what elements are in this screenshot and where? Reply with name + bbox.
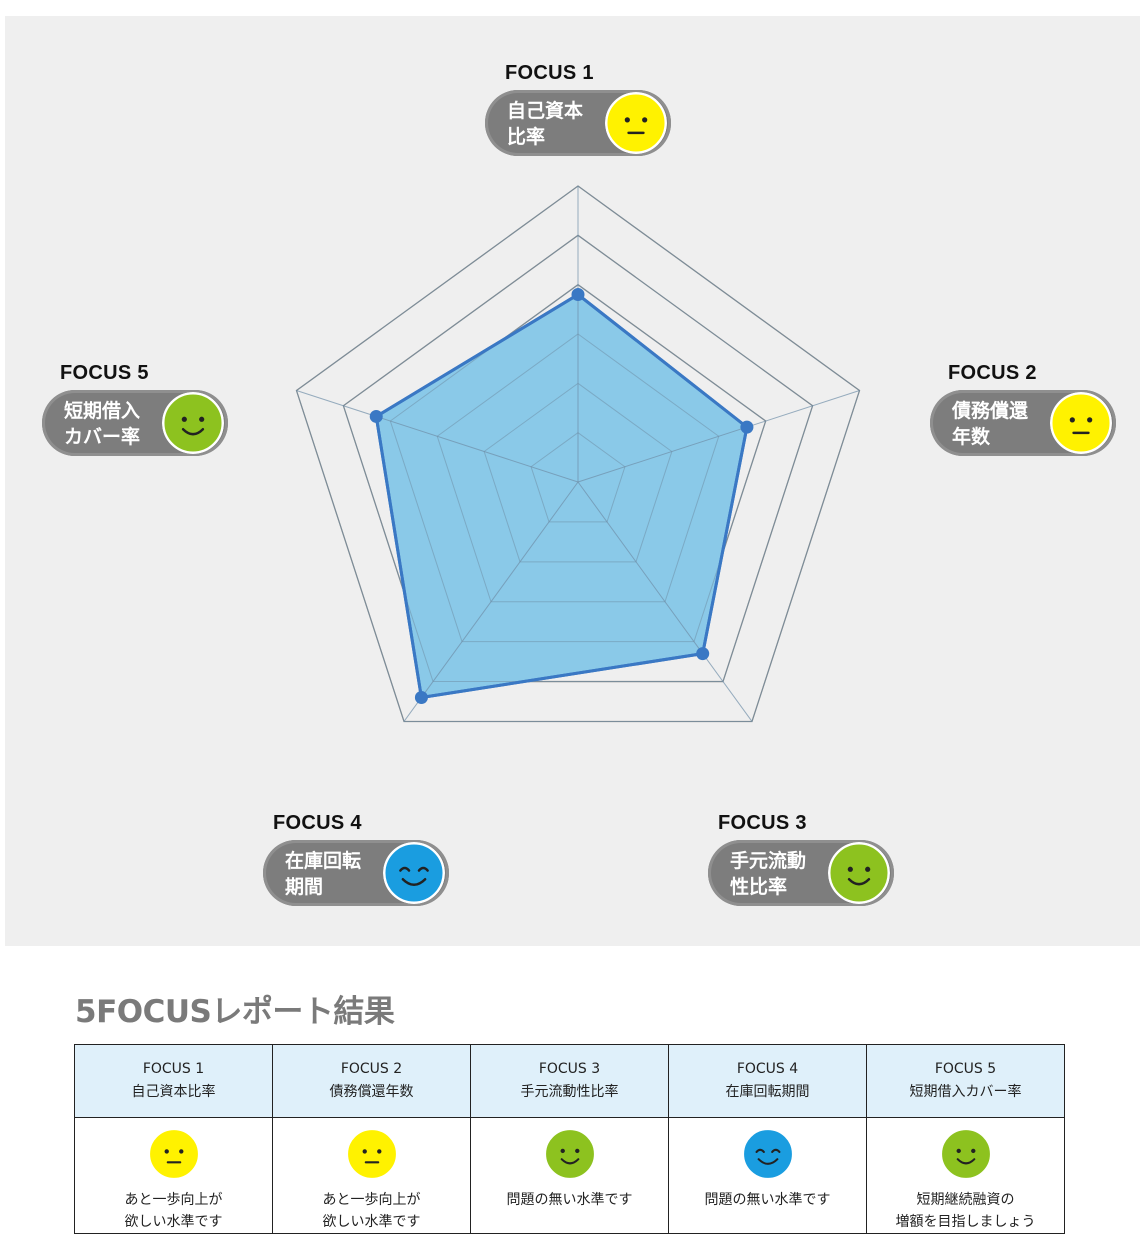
radar-grid-ring-overlay bbox=[342, 234, 814, 683]
smile-face-icon bbox=[543, 1128, 596, 1180]
report-comment: 問題の無い水準です bbox=[471, 1189, 668, 1211]
focus-5-label-line-2: カバー率 bbox=[64, 426, 141, 448]
happy-face-icon bbox=[383, 842, 445, 904]
focus-5-title: FOCUS 5 bbox=[60, 362, 149, 384]
report-comment-line: 増額を目指しましょう bbox=[895, 1214, 1036, 1230]
report-result-focus-1: あと一歩向上が 欲しい水準です bbox=[74, 1117, 273, 1234]
report-comment: あと一歩向上が 欲しい水準です bbox=[273, 1189, 470, 1233]
report-focus-name: 手元流動性比率 bbox=[520, 1084, 619, 1100]
report-header-focus-5: FOCUS 5 短期借入カバー率 bbox=[866, 1044, 1065, 1118]
report-comment: 問題の無い水準です bbox=[669, 1189, 866, 1211]
report-title: 5FOCUSレポート結果 bbox=[75, 994, 395, 1030]
radar-spoke bbox=[296, 390, 579, 483]
radar-grid-ring-overlay bbox=[436, 333, 720, 603]
neutral-face-icon bbox=[1050, 392, 1112, 454]
focus-3-label-line-2: 性比率 bbox=[730, 876, 788, 898]
focus-4-label-line-1: 在庫回転 bbox=[285, 850, 362, 872]
focus-1-label-line-2: 比率 bbox=[507, 126, 546, 148]
report-header-focus-4: FOCUS 4 在庫回転期間 bbox=[668, 1044, 867, 1118]
smile-face-icon bbox=[162, 392, 224, 454]
smile-face-icon bbox=[939, 1128, 992, 1180]
focus-2-label-line-1: 債務償還 bbox=[952, 400, 1029, 422]
radar-data-point bbox=[571, 288, 585, 302]
focus-5-label-line-1: 短期借入 bbox=[64, 400, 141, 422]
report-result-focus-3: 問題の無い水準です bbox=[470, 1117, 669, 1234]
radar-grid-ring-overlay bbox=[295, 185, 861, 722]
focus-3-label-line-1: 手元流動 bbox=[730, 850, 807, 872]
radar-spoke bbox=[577, 390, 860, 483]
report-result-focus-5: 短期継続融資の 増額を目指しましょう bbox=[866, 1117, 1065, 1234]
report-focus-number: FOCUS 1 bbox=[142, 1061, 205, 1077]
radar-data-outline bbox=[374, 293, 749, 700]
report-focus-name: 在庫回転期間 bbox=[725, 1084, 810, 1100]
report-table: FOCUS 1 自己資本比率 FOCUS 2 債務償還年数 FOCUS 3 手元流動性… bbox=[74, 1044, 1065, 1234]
report-header-row: FOCUS 1 自己資本比率 FOCUS 2 債務償還年数 FOCUS 3 手元流動性… bbox=[74, 1044, 1065, 1118]
radar-data-point bbox=[740, 420, 754, 434]
neutral-face-icon bbox=[345, 1128, 398, 1180]
report-header-focus-1: FOCUS 1 自己資本比率 bbox=[74, 1044, 273, 1118]
focus-2-label-line-2: 年数 bbox=[952, 426, 991, 448]
radar-chart bbox=[295, 185, 861, 723]
focus-2-pill-label: 債務償還 年数 bbox=[952, 398, 1052, 450]
neutral-face-icon bbox=[605, 92, 667, 154]
report-comment-line: 短期継続融資の bbox=[916, 1192, 1015, 1208]
report-comment: あと一歩向上が 欲しい水準です bbox=[75, 1189, 272, 1233]
radar-data-point bbox=[414, 691, 428, 705]
focus-4-pill: 在庫回転 期間 bbox=[263, 840, 449, 906]
radar-spoke bbox=[577, 481, 753, 722]
report-comment-line: 欲しい水準です bbox=[124, 1214, 223, 1230]
focus-2-title: FOCUS 2 bbox=[948, 362, 1037, 384]
report-focus-number: FOCUS 4 bbox=[736, 1061, 799, 1077]
radar-spoke bbox=[403, 481, 579, 722]
radar-data-point bbox=[369, 409, 383, 423]
report-result-focus-2: あと一歩向上が 欲しい水準です bbox=[272, 1117, 471, 1234]
radar-data-area bbox=[374, 293, 749, 700]
focus-3-title: FOCUS 3 bbox=[718, 812, 807, 834]
radar-grid-ring-overlay bbox=[530, 432, 626, 523]
focus-4-pill-label: 在庫回転 期間 bbox=[285, 848, 385, 900]
report-focus-name: 短期借入カバー率 bbox=[909, 1084, 1022, 1100]
focus-3-pill: 手元流動 性比率 bbox=[708, 840, 894, 906]
smile-face-icon bbox=[828, 842, 890, 904]
radar-chart-panel: FOCUS 1 自己資本 比率 FOCUS 2 債務償還 年数 FOCUS 3 … bbox=[5, 16, 1140, 946]
report-header-focus-3: FOCUS 3 手元流動性比率 bbox=[470, 1044, 669, 1118]
report-comment-line: 欲しい水準です bbox=[322, 1214, 421, 1230]
report-result-focus-4: 問題の無い水準です bbox=[668, 1117, 867, 1234]
report-comment-line: 問題の無い水準です bbox=[506, 1192, 633, 1208]
focus-4-title: FOCUS 4 bbox=[273, 812, 362, 834]
report-focus-number: FOCUS 5 bbox=[934, 1061, 997, 1077]
focus-5-pill: 短期借入 カバー率 bbox=[42, 390, 228, 456]
report-focus-number: FOCUS 2 bbox=[340, 1061, 403, 1077]
report-result-row: あと一歩向上が 欲しい水準です あと一歩向上が 欲しい水準です 問題の無い水準で… bbox=[74, 1117, 1065, 1234]
radar-data-point bbox=[696, 647, 710, 661]
focus-4-label-line-2: 期間 bbox=[285, 876, 324, 898]
report-focus-name: 自己資本比率 bbox=[131, 1084, 216, 1100]
focus-1-title: FOCUS 1 bbox=[505, 62, 594, 84]
focus-2-pill: 債務償還 年数 bbox=[930, 390, 1116, 456]
report-comment-line: 問題の無い水準です bbox=[704, 1192, 831, 1208]
radar-grid-ring-overlay bbox=[483, 382, 673, 563]
report-focus-name: 債務償還年数 bbox=[329, 1084, 414, 1100]
radar-grid-ring-overlay bbox=[389, 284, 767, 643]
focus-5-pill-label: 短期借入 カバー率 bbox=[64, 398, 164, 450]
focus-1-label-line-1: 自己資本 bbox=[507, 100, 584, 122]
report-comment-line: あと一歩向上が bbox=[322, 1192, 421, 1208]
report-focus-number: FOCUS 3 bbox=[538, 1061, 601, 1077]
focus-1-pill-label: 自己資本 比率 bbox=[507, 98, 607, 150]
report-comment: 短期継続融資の 増額を目指しましょう bbox=[867, 1189, 1064, 1233]
happy-face-icon bbox=[741, 1128, 794, 1180]
focus-1-pill: 自己資本 比率 bbox=[485, 90, 671, 156]
report-header-focus-2: FOCUS 2 債務償還年数 bbox=[272, 1044, 471, 1118]
focus-3-pill-label: 手元流動 性比率 bbox=[730, 848, 830, 900]
report-comment-line: あと一歩向上が bbox=[124, 1192, 223, 1208]
neutral-face-icon bbox=[147, 1128, 200, 1180]
